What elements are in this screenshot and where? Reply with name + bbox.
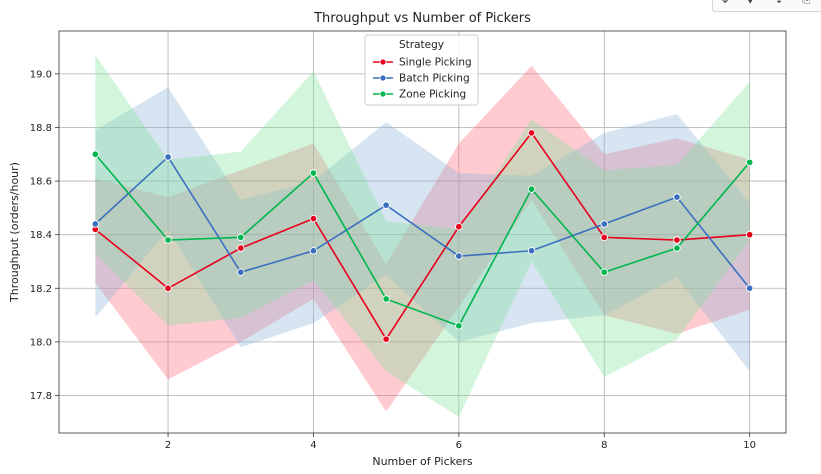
batch-picking-point bbox=[745, 284, 754, 293]
x-tick-label: 10 bbox=[743, 440, 756, 451]
zone-picking-point bbox=[309, 169, 318, 177]
series-lines bbox=[94, 131, 751, 341]
zone-picking-point bbox=[382, 295, 390, 303]
zone-picking-legend-label: Zone Picking bbox=[399, 89, 466, 101]
single-picking-point bbox=[455, 222, 463, 231]
x-tick-label: 6 bbox=[456, 440, 462, 451]
batch-picking-point bbox=[236, 268, 245, 276]
zoom-icon[interactable]: ⬧ bbox=[748, 0, 753, 6]
batch-picking-point bbox=[382, 201, 390, 209]
legend-box bbox=[364, 34, 479, 106]
x-tick-label: 2 bbox=[165, 440, 171, 451]
grid-lines bbox=[59, 31, 786, 433]
zone-picking-legend-marker bbox=[379, 90, 387, 98]
chart-title: Throughput vs Number of Pickers bbox=[313, 11, 531, 26]
batch-picking-point bbox=[527, 247, 536, 255]
zone-picking-point bbox=[236, 233, 245, 242]
zone-picking-point bbox=[600, 268, 609, 276]
confidence-bands bbox=[95, 55, 750, 417]
save-icon[interactable]: ⎘ bbox=[802, 0, 810, 6]
y-tick-label: 19.0 bbox=[30, 69, 52, 80]
y-tick-label: 18.4 bbox=[30, 230, 52, 241]
single-picking-line bbox=[94, 131, 750, 341]
plot-toolbar: ✥ ⬧ ↕ ⎘ bbox=[712, 0, 821, 12]
x-axis-ticks: 2 4 6 8 10 bbox=[165, 433, 756, 451]
zone-picking-point bbox=[455, 322, 463, 330]
y-axis-ticks: 17.8 18.0 18.2 18.4 18.6 18.8 19.0 bbox=[30, 69, 59, 402]
single-picking-point bbox=[745, 230, 754, 239]
pan-icon[interactable]: ✥ bbox=[721, 0, 730, 6]
move-icon[interactable]: ↕ bbox=[775, 0, 784, 6]
batch-picking-point bbox=[455, 252, 463, 260]
plot-frame bbox=[58, 30, 787, 434]
legend: Strategy Single Picking Batch Picking Zone… bbox=[364, 34, 479, 106]
y-tick-label: 18.8 bbox=[30, 123, 52, 134]
batch-picking-line bbox=[94, 155, 751, 289]
x-tick-label: 4 bbox=[310, 440, 316, 451]
single-picking-point bbox=[236, 244, 245, 252]
zone-picking-point bbox=[164, 236, 172, 244]
zone-picking-point bbox=[91, 150, 100, 159]
y-axis-label: Throughput (orders/hour) bbox=[8, 162, 21, 303]
x-tick-label: 8 bbox=[601, 440, 607, 451]
zone-picking-line bbox=[94, 153, 751, 327]
series-points bbox=[91, 129, 754, 343]
batch-picking-band bbox=[95, 87, 750, 372]
single-picking-point bbox=[673, 236, 681, 244]
y-tick-label: 18.0 bbox=[30, 337, 52, 348]
batch-picking-point bbox=[673, 193, 681, 201]
zone-picking-point bbox=[673, 244, 681, 252]
legend-title: Strategy bbox=[399, 39, 444, 51]
batch-picking-point bbox=[91, 220, 100, 228]
y-tick-label: 18.2 bbox=[30, 284, 52, 295]
batch-picking-legend-label: Batch Picking bbox=[399, 73, 470, 85]
y-tick-label: 18.6 bbox=[30, 177, 52, 188]
zone-picking-point bbox=[527, 185, 536, 193]
batch-picking-legend-marker bbox=[379, 74, 387, 82]
y-tick-label: 17.8 bbox=[30, 391, 52, 402]
single-picking-point bbox=[164, 284, 172, 293]
batch-picking-point bbox=[600, 220, 609, 228]
single-picking-point bbox=[382, 335, 390, 343]
zone-picking-point bbox=[745, 158, 754, 167]
single-picking-band bbox=[95, 65, 750, 412]
batch-picking-point bbox=[164, 153, 172, 161]
single-picking-point bbox=[600, 233, 609, 242]
single-picking-point bbox=[527, 129, 536, 137]
x-axis-label: Number of Pickers bbox=[372, 455, 473, 468]
single-picking-legend-label: Single Picking bbox=[399, 57, 472, 69]
single-picking-point bbox=[309, 214, 318, 223]
zone-picking-band bbox=[95, 55, 750, 417]
single-picking-legend-marker bbox=[379, 58, 387, 66]
batch-picking-point bbox=[309, 247, 318, 255]
